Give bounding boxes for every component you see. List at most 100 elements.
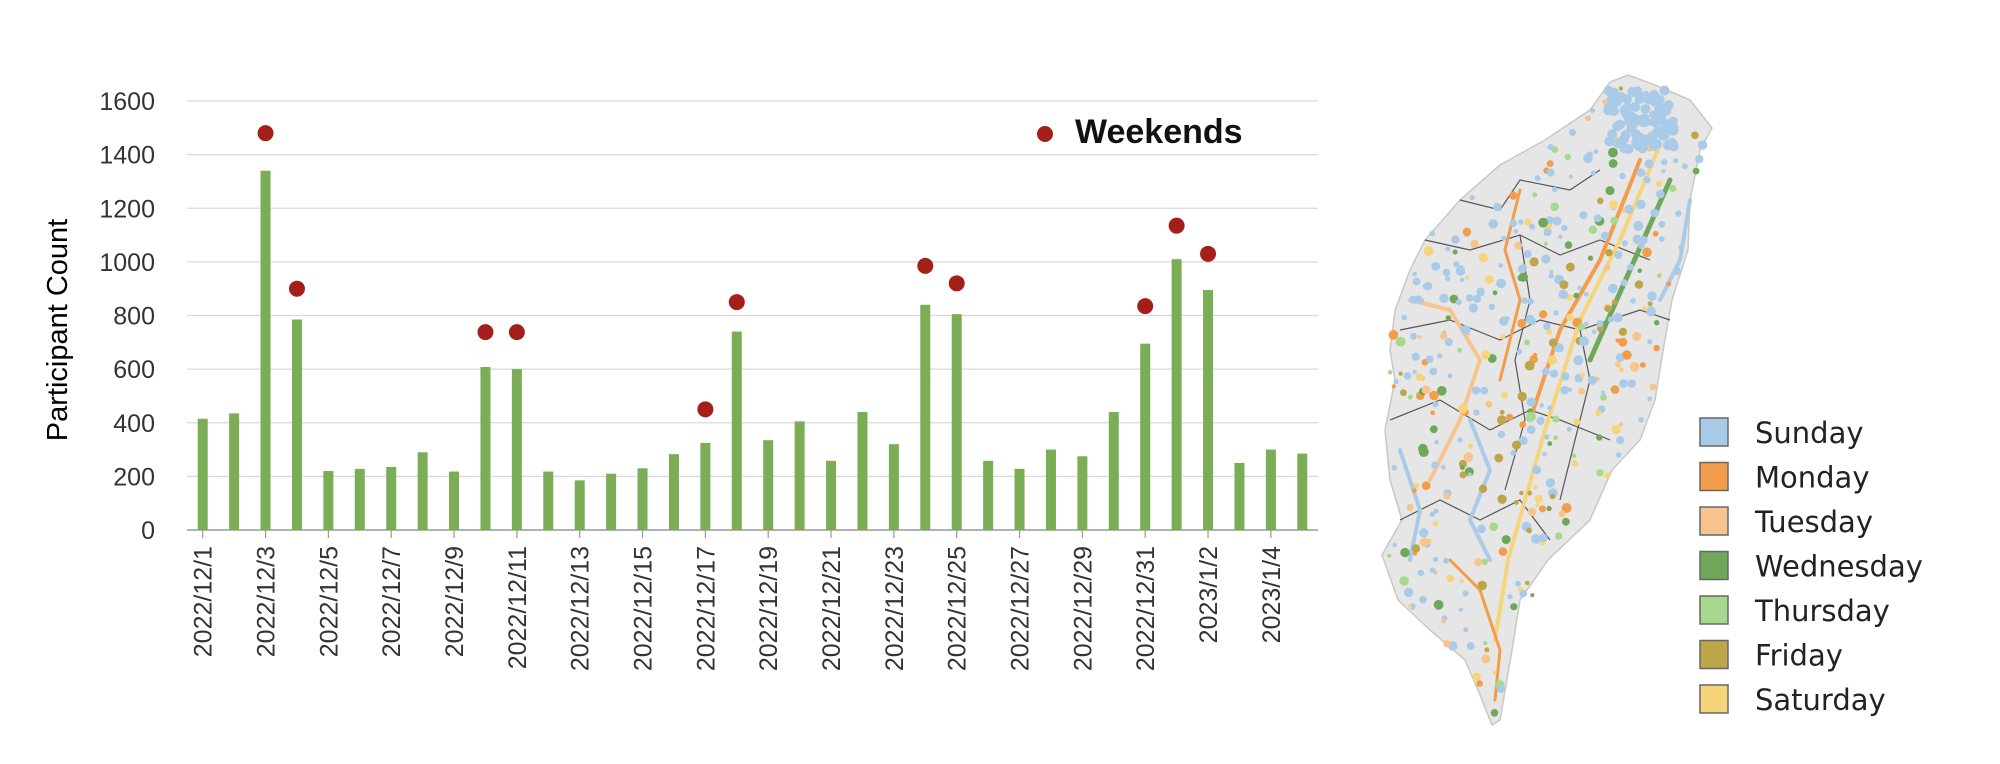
activity-point: [1562, 517, 1570, 526]
activity-point: [1412, 488, 1417, 493]
activity-point: [1526, 397, 1536, 407]
legend-label: Sunday: [1755, 416, 1864, 450]
activity-point: [1453, 261, 1460, 268]
activity-point: [1587, 375, 1597, 385]
activity-point: [1691, 131, 1699, 140]
activity-point: [1554, 347, 1559, 352]
activity-point: [1643, 176, 1651, 184]
activity-point: [1509, 191, 1518, 200]
activity-point: [1633, 221, 1644, 231]
activity-point: [1650, 208, 1659, 218]
weekend-dots: [257, 125, 1217, 418]
bar: [1265, 449, 1276, 530]
activity-point: [1515, 580, 1521, 587]
bar: [323, 471, 334, 530]
activity-point: [1627, 263, 1635, 271]
activity-point: [1516, 349, 1523, 355]
activity-point: [1553, 310, 1559, 316]
activity-point: [1498, 547, 1508, 556]
activity-point: [1577, 323, 1586, 331]
activity-point: [1681, 163, 1688, 170]
activity-point: [1618, 422, 1624, 427]
activity-point: [1465, 275, 1470, 280]
activity-point: [1558, 289, 1569, 300]
activity-point: [1632, 331, 1642, 341]
x-tick-label: 2022/12/1: [190, 546, 218, 657]
activity-point: [1615, 338, 1620, 343]
bar: [920, 304, 931, 530]
activity-point: [1455, 299, 1462, 306]
activity-point: [1477, 580, 1487, 591]
activity-point: [1636, 199, 1646, 210]
activity-point: [1494, 453, 1504, 463]
activity-point: [1459, 464, 1465, 470]
x-tick-label: 2022/12/7: [378, 546, 406, 657]
activity-point: [1478, 253, 1489, 263]
activity-point: [1473, 409, 1480, 416]
activity-point: [1577, 285, 1582, 290]
activity-point: [1432, 520, 1439, 527]
bars: [197, 170, 1308, 530]
activity-point: [1547, 405, 1553, 411]
x-tick-label: 2022/12/15: [630, 546, 658, 671]
activity-point: [1481, 350, 1491, 360]
activity-point: [1568, 174, 1573, 179]
activity-point: [1488, 303, 1496, 310]
activity-point: [1571, 460, 1579, 467]
x-tick-label: 2022/12/11: [504, 546, 532, 669]
weekend-dot: [477, 324, 494, 341]
activity-point: [1561, 372, 1570, 381]
activity-point: [1406, 503, 1414, 511]
activity-point: [1458, 403, 1468, 414]
activity-point: [1543, 241, 1548, 246]
legend-swatch: [1699, 550, 1729, 581]
activity-point: [1521, 297, 1528, 304]
legend-swatch: [1699, 684, 1729, 714]
activity-point: [1526, 411, 1536, 422]
legend-label: Saturday: [1755, 683, 1886, 717]
bar: [574, 480, 585, 530]
activity-point: [1484, 647, 1490, 653]
activity-point: [1593, 149, 1599, 155]
activity-point: [1476, 287, 1485, 296]
activity-point: [1642, 247, 1652, 258]
legend-label: Wednesday: [1755, 550, 1923, 584]
weekend-dot: [917, 257, 934, 274]
y-tick-label: 1600: [99, 88, 155, 116]
activity-point: [1631, 136, 1642, 147]
activity-point: [1432, 401, 1439, 408]
activity-point: [1411, 544, 1421, 553]
weekend-dot: [1137, 298, 1154, 315]
y-tick-label: 1000: [99, 249, 155, 277]
activity-point: [1546, 160, 1554, 168]
activity-point: [1593, 214, 1602, 223]
activity-point: [1437, 353, 1443, 359]
activity-point: [1566, 426, 1572, 432]
activity-point: [1647, 339, 1653, 345]
activity-point: [1476, 680, 1483, 687]
activity-point: [1536, 416, 1545, 425]
y-tick-label: 200: [113, 463, 155, 491]
activity-point: [1539, 505, 1546, 513]
activity-point: [1605, 186, 1615, 196]
activity-point: [1519, 490, 1524, 496]
activity-point: [1553, 435, 1558, 441]
activity-point: [1638, 416, 1644, 423]
activity-point: [1649, 117, 1660, 128]
activity-point: [1655, 102, 1666, 113]
activity-point: [1463, 627, 1469, 633]
bar: [260, 170, 271, 530]
x-tick-label: 2022/12/3: [253, 546, 281, 657]
activity-point: [1558, 234, 1563, 239]
activity-point: [1547, 441, 1553, 446]
bar: [386, 466, 397, 530]
activity-point: [1510, 450, 1517, 456]
activity-point: [1513, 229, 1519, 234]
activity-point: [1492, 290, 1498, 296]
activity-point: [1484, 275, 1494, 284]
activity-point: [1654, 320, 1660, 326]
activity-point: [1445, 315, 1452, 321]
bar: [1108, 412, 1119, 530]
activity-point: [1656, 189, 1665, 199]
